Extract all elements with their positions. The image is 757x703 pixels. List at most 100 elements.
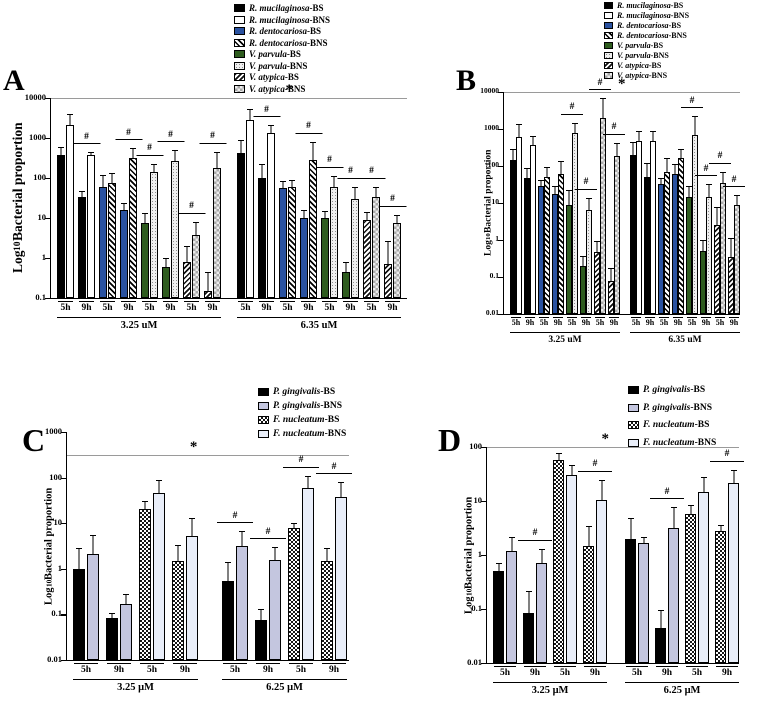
error-bar-line — [274, 547, 276, 560]
error-bar-cap — [88, 152, 94, 154]
sig-marker: # — [709, 152, 731, 164]
bar-v-parvula-bs — [162, 266, 170, 298]
bar-column — [583, 447, 594, 663]
error-bar-cap — [291, 523, 297, 525]
error-bar-line — [216, 151, 218, 168]
sig-symbol: # — [689, 95, 695, 106]
y-tick-mark — [498, 166, 503, 168]
sig-symbol: # — [703, 163, 709, 174]
sig-bracket — [695, 175, 717, 177]
error-bar — [657, 610, 664, 628]
error-bar-line — [387, 241, 389, 265]
time-label-text: 5h — [80, 665, 92, 675]
time-tick-line — [74, 663, 98, 664]
error-bar-cap — [67, 113, 73, 115]
time-label-text: 9h — [261, 303, 272, 313]
legend-suffix: -BNS — [286, 60, 308, 71]
sig-marker: # — [578, 460, 612, 472]
bar-v-parvula-bns — [706, 196, 712, 314]
legend-swatch — [628, 386, 639, 394]
error-bar — [172, 150, 178, 161]
legend-species-name: R. mucilaginosa — [249, 3, 310, 13]
sig-bracket — [217, 522, 253, 524]
bar-r-mucilaginosa-bns — [516, 136, 522, 314]
bar-p-gingivalis-bs — [222, 580, 234, 660]
legend-species-name: R. mucilaginosa — [617, 11, 671, 20]
error-bar — [90, 535, 96, 555]
error-bar-line — [111, 612, 113, 618]
legend-swatch — [628, 438, 639, 447]
legend-species-name: R. dentocariosa — [249, 26, 308, 36]
group-bracket — [57, 317, 221, 319]
error-bar-line — [596, 240, 598, 253]
error-bar-cap — [686, 186, 692, 188]
time-label: 5h — [139, 663, 165, 675]
bar-column — [321, 98, 329, 298]
time-label: 5h — [658, 317, 670, 328]
group-bracket — [625, 682, 739, 684]
error-bar-line — [240, 139, 242, 154]
error-bar-cap — [657, 610, 664, 612]
bar-column — [171, 98, 179, 298]
legend-item: F. nucleatum-BNS — [628, 438, 716, 448]
bar-cluster: # — [379, 98, 406, 298]
y-tick-mark — [61, 477, 66, 479]
bar-cluster-row: # # — [625, 447, 744, 663]
group-label: 6.25 μM — [266, 682, 303, 694]
group-label: 6.35 uM — [300, 320, 338, 332]
time-label-text: 9h — [179, 665, 191, 675]
y-tick-mark — [45, 178, 50, 180]
time-tick-line — [566, 317, 578, 318]
error-bar-line — [132, 148, 134, 159]
legend-swatch — [234, 73, 245, 81]
bar-cluster: # — [358, 98, 385, 298]
time-tick-line — [608, 317, 620, 318]
error-bar — [109, 172, 115, 183]
bar-r-mucilaginosa-bs — [630, 154, 636, 314]
time-tick-line — [552, 317, 564, 318]
error-bar — [572, 122, 578, 133]
error-bar-cap — [205, 271, 211, 273]
error-bar-cap — [585, 526, 592, 528]
group-label: 3.25 μM — [531, 685, 569, 697]
time-tick-line — [258, 301, 275, 302]
bar-group: # # # #5h 9h 5h 9h 5h 9h 5h 9h 3.25 uM — [510, 78, 625, 345]
error-bar-line — [540, 179, 542, 187]
bar-column — [258, 98, 266, 298]
bar-v-atypica-bns — [614, 155, 620, 314]
legend-item: P. gingivalis-BS — [258, 387, 346, 397]
error-bar-cap — [728, 238, 734, 240]
y-tick-label: 1 — [41, 252, 46, 262]
error-bar-cap — [614, 142, 620, 144]
bar-column — [269, 432, 281, 660]
bar-cluster: # — [199, 98, 226, 298]
plot-area: 10000 1000 100 10 1 0.1 0.01 * # # # #5h 9h 5h 9h 5h 9h 5… — [480, 77, 745, 345]
legend-suffix: -BS — [309, 3, 324, 13]
bar-column — [600, 92, 606, 314]
error-bar-cap — [644, 163, 650, 165]
bar-f-nucleatum-bns — [566, 475, 577, 663]
error-bar-cap — [608, 267, 614, 269]
bar-r-dentocariosa-bs — [658, 184, 664, 314]
error-bar-cap — [580, 255, 586, 257]
bar-column — [351, 98, 359, 298]
bar-v-atypica-bs — [714, 225, 720, 314]
bar-f-nucleatum-bns — [596, 499, 607, 663]
bar-column — [120, 98, 128, 298]
legend-species-name: V. atypica — [617, 71, 649, 80]
time-label: 5h — [288, 663, 314, 675]
error-bar-line — [498, 562, 499, 572]
error-bar-line — [324, 210, 326, 218]
error-bar — [670, 507, 677, 528]
bar-groups: 5h 9h 5h 9h 3.25 μM # # # #5h 9h 5h 9h 6.25 μM — [67, 432, 352, 693]
legend-swatch — [234, 38, 245, 47]
time-tick-line — [162, 301, 179, 302]
sig-bracket — [283, 466, 319, 468]
sig-marker: # — [695, 163, 717, 177]
legend-item: V. parvula-BS — [234, 49, 330, 59]
sig-symbol: # — [717, 151, 723, 162]
error-bar-cap — [630, 141, 636, 143]
bar-v-atypica-bs — [363, 219, 371, 298]
